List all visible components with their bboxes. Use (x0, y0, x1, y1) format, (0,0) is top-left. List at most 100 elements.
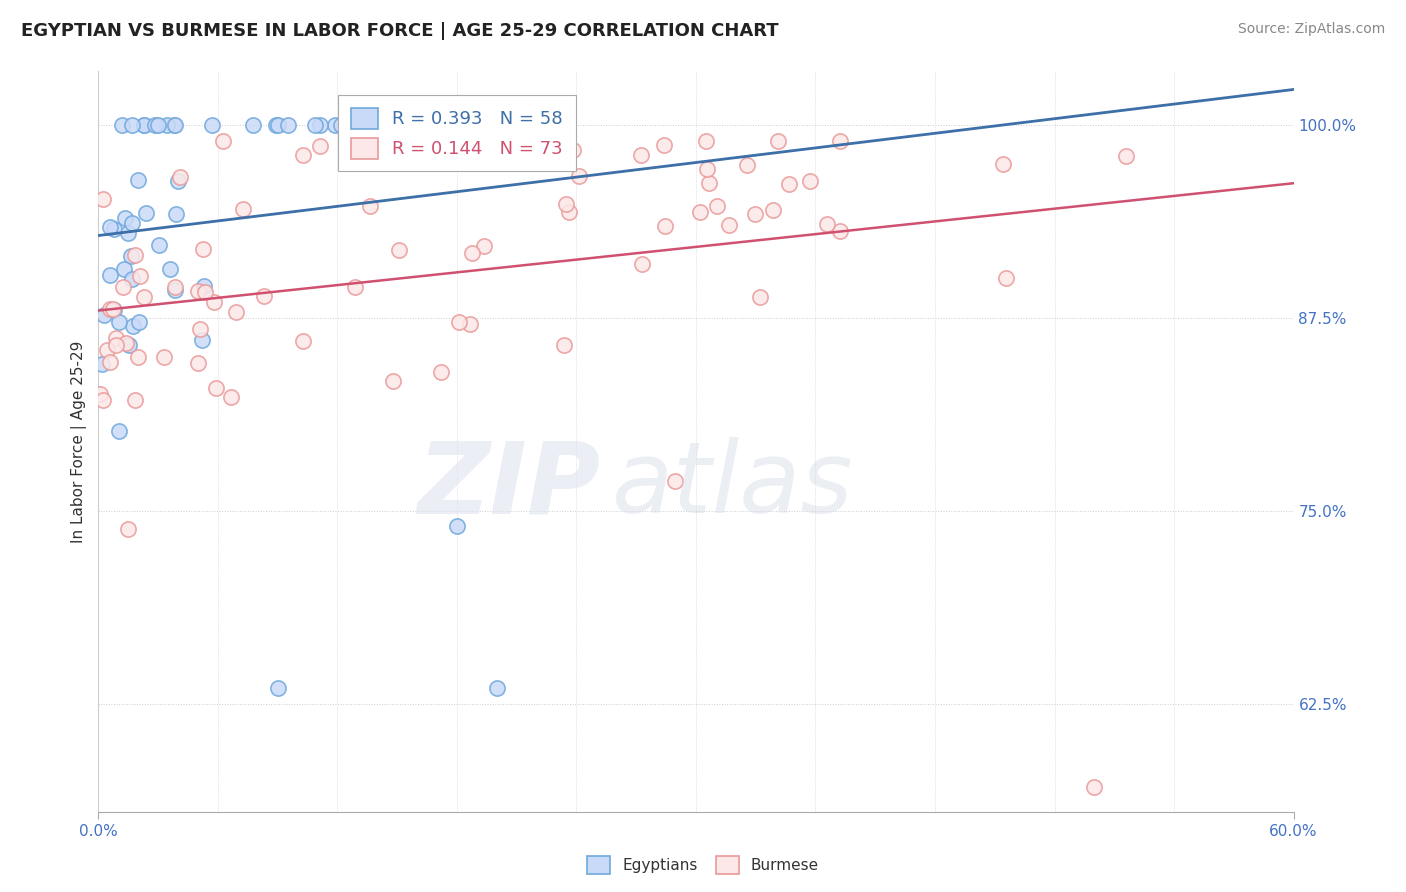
Point (568, 169, 591, 183)
Point (117, 522, 139, 536)
Point (696, 161, 718, 176)
Point (991, 157, 1014, 171)
Point (266, 119, 288, 133)
Point (169, 170, 191, 185)
Point (120, 249, 142, 263)
Point (762, 203, 785, 218)
Point (630, 147, 652, 161)
Point (167, 174, 190, 188)
Point (652, 137, 675, 152)
Point (128, 268, 150, 283)
Point (98, 302, 121, 317)
Point (664, 474, 686, 488)
Point (115, 336, 138, 351)
Point (291, 147, 314, 161)
Point (98, 355, 121, 369)
Point (191, 242, 214, 256)
Point (114, 211, 136, 225)
Point (153, 351, 176, 365)
Point (458, 317, 481, 331)
Point (308, 119, 330, 133)
Point (104, 338, 127, 352)
Point (163, 119, 186, 133)
Point (146, 119, 169, 133)
Point (555, 197, 578, 211)
Point (353, 119, 375, 133)
Text: Source: ZipAtlas.com: Source: ZipAtlas.com (1237, 22, 1385, 37)
Point (121, 119, 143, 133)
Point (630, 257, 652, 271)
Point (460, 119, 482, 133)
Legend: Egyptians, Burmese: Egyptians, Burmese (581, 850, 825, 880)
Point (200, 119, 222, 133)
Point (91, 393, 114, 408)
Point (134, 290, 156, 304)
Point (337, 119, 360, 133)
Point (375, 119, 398, 133)
Point (474, 239, 496, 253)
Point (148, 238, 170, 252)
Point (382, 119, 405, 133)
Point (165, 283, 187, 297)
Point (91, 192, 114, 206)
Point (124, 392, 146, 407)
Point (112, 280, 135, 294)
Point (103, 302, 125, 317)
Point (111, 119, 134, 133)
Point (995, 271, 1018, 285)
Point (135, 205, 157, 219)
Point (163, 279, 186, 293)
Point (505, 119, 527, 133)
Point (242, 119, 264, 133)
Text: ZIP: ZIP (418, 437, 600, 534)
Point (485, 681, 508, 696)
Point (117, 226, 139, 240)
Point (778, 178, 800, 192)
Point (187, 284, 209, 298)
Point (561, 144, 583, 158)
Point (737, 158, 759, 172)
Point (232, 202, 254, 216)
Point (1115, 149, 1137, 163)
Point (191, 333, 214, 347)
Point (449, 315, 471, 329)
Point (378, 119, 401, 133)
Point (304, 119, 326, 133)
Point (309, 139, 332, 153)
Point (553, 337, 575, 351)
Point (697, 176, 720, 190)
Point (749, 289, 772, 303)
Point (706, 199, 728, 213)
Point (219, 391, 242, 405)
Point (446, 519, 468, 533)
Point (830, 224, 852, 238)
Point (122, 319, 145, 334)
Point (104, 331, 127, 345)
Point (323, 119, 346, 133)
Point (718, 218, 741, 232)
Point (98, 219, 121, 234)
Point (475, 119, 498, 133)
Point (187, 356, 209, 370)
Point (267, 681, 290, 696)
Point (225, 305, 247, 319)
Point (121, 272, 143, 286)
Point (188, 322, 211, 336)
Point (159, 262, 181, 277)
Point (292, 334, 315, 349)
Point (382, 374, 405, 388)
Point (121, 216, 143, 230)
Legend: R = 0.393   N = 58, R = 0.144   N = 73: R = 0.393 N = 58, R = 0.144 N = 73 (339, 95, 575, 171)
Point (89, 387, 111, 401)
Point (799, 174, 821, 188)
Point (103, 302, 125, 317)
Point (202, 295, 225, 310)
Point (558, 205, 581, 219)
Point (124, 247, 146, 261)
Point (127, 173, 149, 187)
Point (267, 119, 290, 133)
Point (830, 134, 852, 148)
Point (253, 288, 276, 302)
Point (91, 357, 114, 371)
Text: atlas: atlas (613, 437, 853, 534)
